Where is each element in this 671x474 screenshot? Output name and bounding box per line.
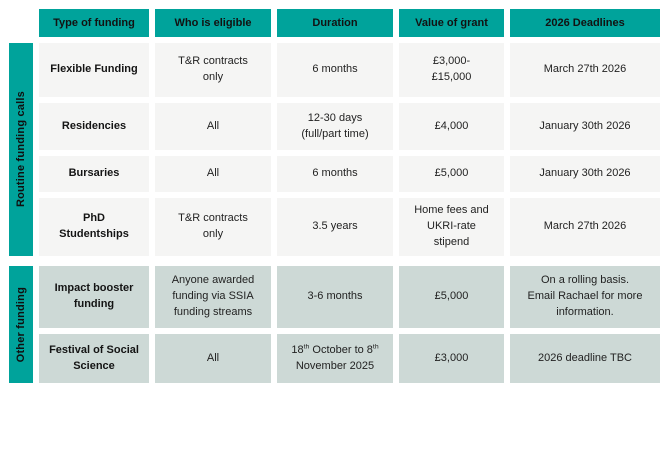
cell-duration: 12-30 days (full/part time) xyxy=(277,103,393,150)
cell-grant-value: £5,000 xyxy=(399,156,504,192)
col-header-duration: Duration xyxy=(277,9,393,37)
col-header-value-of-grant: Value of grant xyxy=(399,9,504,37)
col-header-type-of-funding: Type of funding xyxy=(39,9,149,37)
cell-funding-type: Bursaries xyxy=(39,156,149,192)
cell-funding-type: Impact booster funding xyxy=(39,266,149,328)
cell-duration: 6 months xyxy=(277,156,393,192)
cell-grant-value: Home fees and UKRI-rate stipend xyxy=(399,198,504,256)
cell-funding-type: PhD Studentships xyxy=(39,198,149,256)
section-label-other-funding: Other funding xyxy=(9,266,33,383)
cell-grant-value: £3,000- £15,000 xyxy=(399,43,504,97)
section-other-funding: Other funding Impact booster funding Any… xyxy=(9,266,660,383)
cell-eligibility: All xyxy=(155,334,271,383)
section-label-routine-funding-calls: Routine funding calls xyxy=(9,43,33,256)
cell-grant-value: £4,000 xyxy=(399,103,504,150)
cell-duration: 3.5 years xyxy=(277,198,393,256)
cell-funding-type: Residencies xyxy=(39,103,149,150)
cell-eligibility: All xyxy=(155,156,271,192)
section-label-text: Routine funding calls xyxy=(15,91,27,208)
cell-eligibility: T&R contracts only xyxy=(155,43,271,97)
cell-deadline: January 30th 2026 xyxy=(510,103,660,150)
header-spacer xyxy=(9,9,33,37)
col-header-2026-deadlines: 2026 Deadlines xyxy=(510,9,660,37)
cell-deadline: 2026 deadline TBC xyxy=(510,334,660,383)
cell-eligibility: T&R contracts only xyxy=(155,198,271,256)
cell-funding-type: Festival of Social Science xyxy=(39,334,149,383)
cell-deadline: March 27th 2026 xyxy=(510,43,660,97)
cell-funding-type: Flexible Funding xyxy=(39,43,149,97)
cell-grant-value: £5,000 xyxy=(399,266,504,328)
section-routine-funding-calls: Routine funding calls Flexible Funding T… xyxy=(9,43,660,256)
cell-grant-value: £3,000 xyxy=(399,334,504,383)
cell-eligibility: Anyone awarded funding via SSIA funding … xyxy=(155,266,271,328)
section-label-text: Other funding xyxy=(15,286,27,363)
cell-duration: 18th October to 8th November 2025 xyxy=(277,334,393,383)
cell-eligibility: All xyxy=(155,103,271,150)
col-header-who-is-eligible: Who is eligible xyxy=(155,9,271,37)
cell-duration: 3-6 months xyxy=(277,266,393,328)
cell-deadline: January 30th 2026 xyxy=(510,156,660,192)
cell-deadline: On a rolling basis. Email Rachael for mo… xyxy=(510,266,660,328)
cell-duration: 6 months xyxy=(277,43,393,97)
cell-deadline: March 27th 2026 xyxy=(510,198,660,256)
table-header-row: Type of funding Who is eligible Duration… xyxy=(9,9,660,37)
